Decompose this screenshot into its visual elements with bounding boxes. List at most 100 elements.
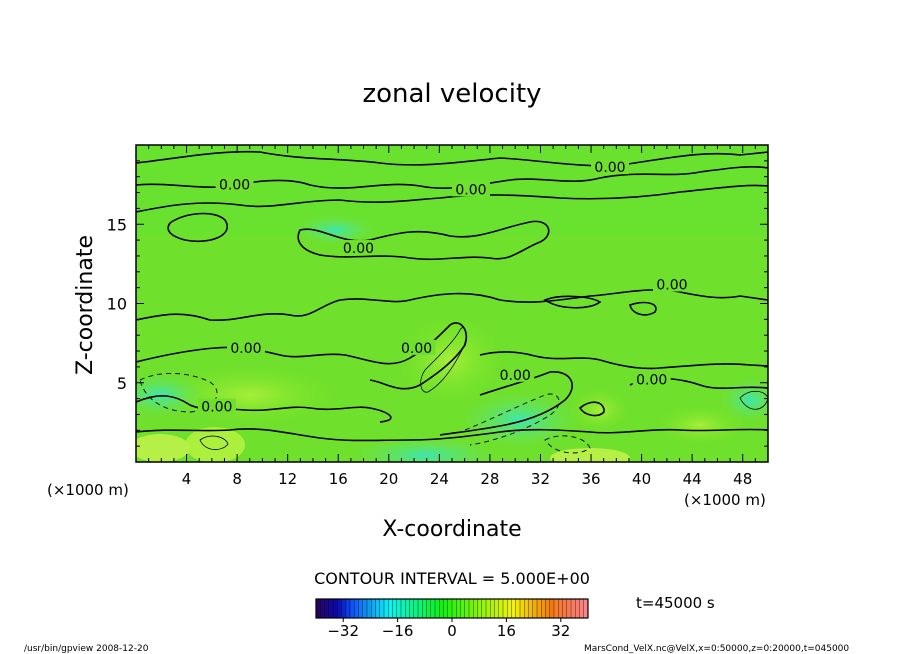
colorbar-cell [528, 599, 534, 618]
colorbar-cell [426, 599, 432, 618]
contour-label-bg [652, 276, 691, 292]
colorbar-cell [503, 599, 508, 618]
colorbar-cell [464, 599, 470, 618]
contour-label-bg [496, 366, 535, 382]
colorbar-cell [456, 599, 461, 618]
colorbar-cell [537, 599, 542, 618]
colorbar-cell [375, 599, 381, 618]
colorbar-cell [337, 599, 342, 618]
y-axis: 5 10 15 [107, 160, 768, 447]
colorbar-cell [583, 599, 589, 618]
contour-label-bg [397, 339, 436, 355]
x-tick-label: 48 [733, 470, 752, 488]
colorbar-cell [571, 599, 576, 618]
colorbar-cell [490, 599, 495, 618]
colorbar-cell [473, 599, 478, 618]
colorbar-cell [507, 599, 512, 618]
colorbar-tick-label: 32 [551, 622, 570, 640]
contour-label: 0.00 [500, 368, 531, 384]
colorbar-cell [367, 599, 372, 618]
contour-label: 0.00 [219, 178, 250, 194]
contour-interval-label: CONTOUR INTERVAL = 5.000E+00 [314, 569, 590, 588]
x-tick-label: 24 [430, 470, 449, 488]
colorbar-cell [511, 599, 517, 618]
colorbar-cell [354, 599, 359, 618]
x-tick-label: 4 [182, 470, 192, 488]
colorbar-cell [358, 599, 364, 618]
colorbar-cell [422, 599, 427, 618]
contour-label: 0.00 [594, 160, 625, 176]
contour-label: 0.00 [201, 400, 232, 416]
x-tick-label: 44 [683, 470, 702, 488]
x-tick-label: 40 [632, 470, 651, 488]
colorbar-cell [392, 599, 398, 618]
contour-label-bg [215, 176, 254, 192]
colorbar-cell [562, 599, 568, 618]
contour-label-bg [591, 159, 629, 175]
colorbar-cell [477, 599, 483, 618]
colorbar-cell [371, 599, 376, 618]
colorbar-cell [320, 599, 325, 618]
contour-label-bg [451, 181, 490, 197]
x-unit-right: (×1000 m) [684, 491, 766, 509]
contour-label-bg [632, 371, 671, 387]
y-tick-label: 5 [117, 374, 127, 393]
colorbar-cell [409, 599, 415, 618]
colorbar-tick-label: 16 [497, 622, 516, 640]
colorbar-cell [345, 599, 351, 618]
colorbar-cell [545, 599, 551, 618]
colorbar-cell [549, 599, 555, 618]
footer-right: MarsCond_VelX.nc@VelX,x=0:50000,z=0:2000… [584, 644, 849, 654]
colorbar-cell [515, 599, 521, 618]
x-tick-label: 16 [329, 470, 348, 488]
y-axis-label: Z-coordinate [73, 235, 98, 375]
x-tick-label: 32 [531, 470, 550, 488]
colorbar-cell [532, 599, 538, 618]
colorbar-cell [384, 599, 389, 618]
colorbar-cell [520, 599, 525, 618]
contour-label: 0.00 [656, 277, 687, 293]
colorbar-cell [452, 599, 457, 618]
colorbar-cell [498, 599, 504, 618]
x-axis-label: X-coordinate [382, 517, 521, 542]
colorbar-cell [362, 599, 368, 618]
colorbar-cell [333, 599, 338, 618]
colorbar-cell [575, 599, 580, 618]
colorbar [315, 599, 589, 618]
plot-area [136, 145, 768, 462]
colorbar-cell [443, 599, 449, 618]
footer-left: /usr/bin/gpview 2008-12-20 [24, 644, 149, 654]
contour-label: 0.00 [636, 373, 667, 389]
contour-label-bg [197, 398, 236, 414]
colorbar-cell [396, 599, 402, 618]
colorbar-cell [460, 599, 466, 618]
colorbar-cell [566, 599, 572, 618]
contour-label: 0.00 [230, 341, 261, 357]
x-tick-label: 20 [379, 470, 398, 488]
x-axis: 4 8 12 16 20 24 28 32 36 40 44 48 [148, 145, 756, 488]
colorbar-cell [413, 599, 419, 618]
x-tick-label: 36 [581, 470, 600, 488]
colorbar-cell [341, 599, 347, 618]
x-unit-left: (×1000 m) [47, 481, 129, 499]
colorbar-cell [379, 599, 385, 618]
contour-label-bg [339, 240, 378, 256]
colorbar-cell [401, 599, 406, 618]
colorbar-cell [328, 599, 334, 618]
colorbar-cell [439, 599, 444, 618]
y-tick-label: 15 [107, 215, 127, 234]
contour-label: 0.00 [343, 241, 374, 257]
colorbar-cell [558, 599, 563, 618]
x-tick-label: 8 [232, 470, 242, 488]
colorbar-cell [324, 599, 330, 618]
colorbar-tick-label: −32 [327, 622, 359, 640]
colorbar-ticks: −32 −16 0 16 32 [327, 618, 570, 640]
colorbar-cell [486, 599, 491, 618]
colorbar-cell [418, 599, 423, 618]
colorbar-cell [524, 599, 529, 618]
colorbar-cell [469, 599, 474, 618]
contour-label-bg [226, 339, 265, 355]
colorbar-cell [435, 599, 440, 618]
colorbar-cell [447, 599, 453, 618]
